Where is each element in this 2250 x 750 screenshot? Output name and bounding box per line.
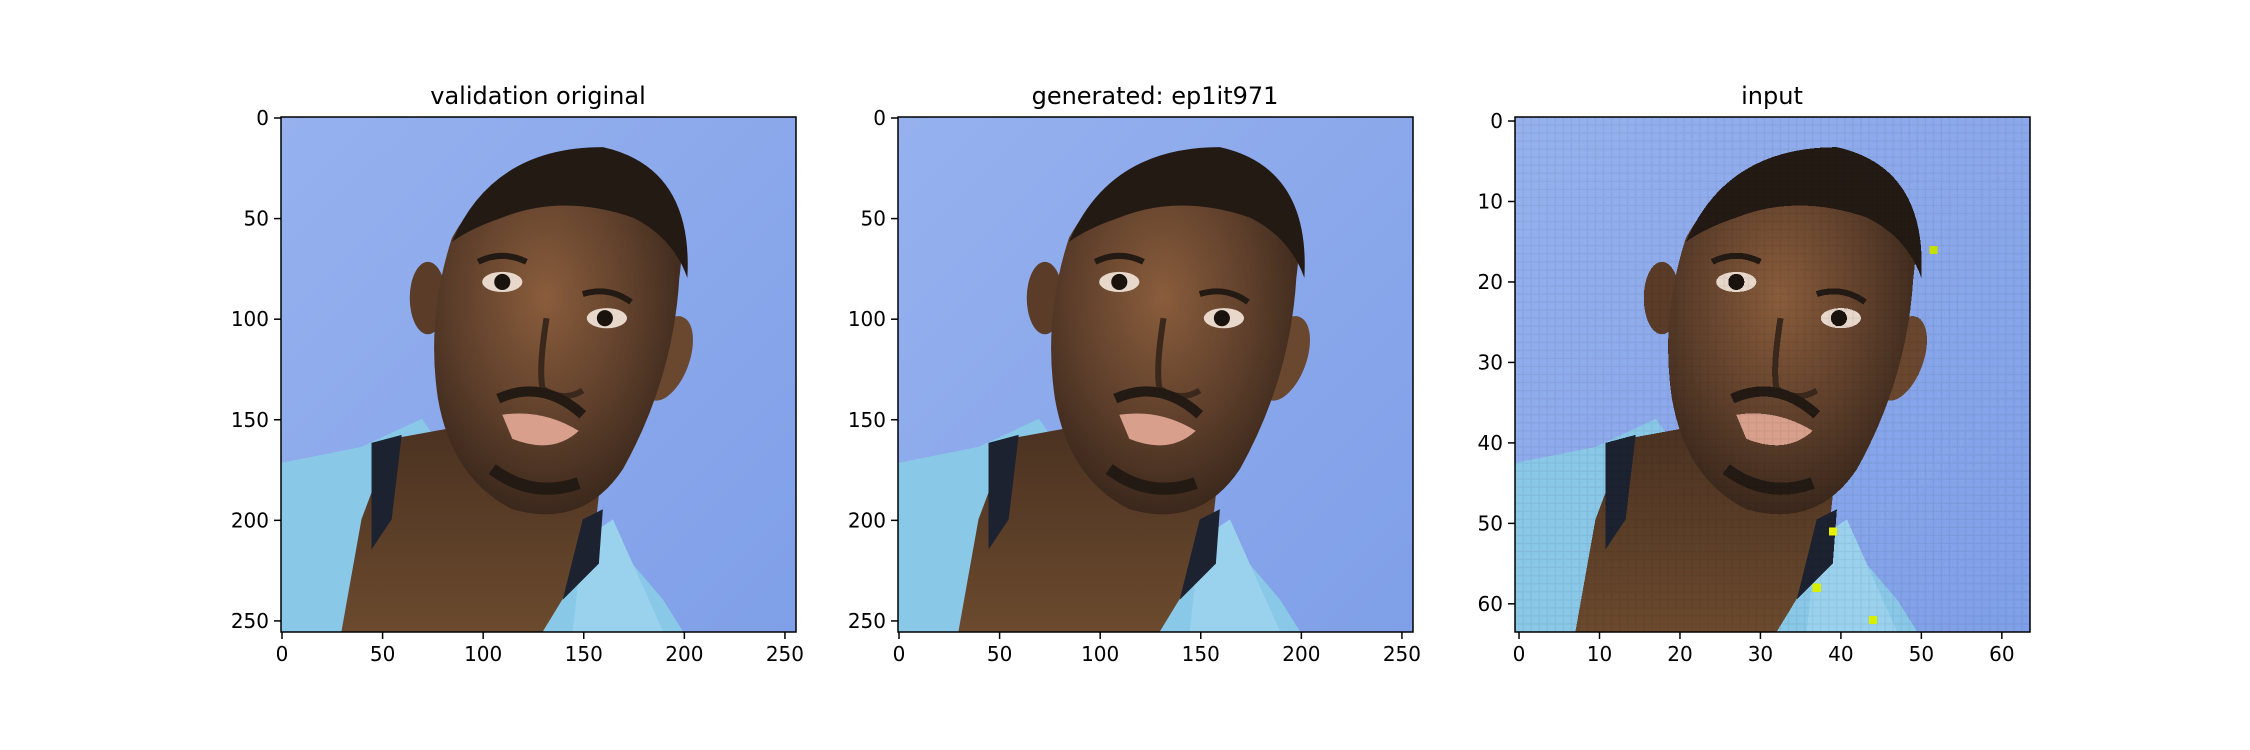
y-tick-label: 100 [848,307,886,331]
x-tick-label: 200 [665,642,703,666]
axis-ticks: 0 50 100 150 200 250 0 50 100 150 200 250 [231,106,804,666]
y-tick-label: 50 [861,207,886,231]
y-tick-label: 0 [1490,109,1503,133]
x-tick-label: 200 [1282,642,1320,666]
image-input [1515,117,2030,632]
image-validation-original [281,117,796,632]
y-tick-label: 60 [1478,592,1503,616]
axis-ticks: 0 50 100 150 200 250 0 50 100 150 200 250 [848,106,1421,666]
x-tick-label: 40 [1828,642,1853,666]
x-tick-label: 250 [1383,642,1421,666]
x-tick-label: 0 [893,642,906,666]
x-tick-label: 150 [565,642,603,666]
y-tick-label: 0 [873,106,886,130]
y-tick-label: 150 [231,408,269,432]
axes-frame [1514,116,2031,633]
y-tick-label: 200 [848,508,886,532]
y-tick-label: 100 [231,307,269,331]
axis-ticks: 0 10 20 30 40 50 60 0 10 20 30 40 50 60 [1478,109,2015,666]
panel-title: generated: ep1it971 [1032,82,1279,110]
x-tick-label: 50 [1909,642,1934,666]
x-tick-label: 150 [1182,642,1220,666]
x-tick-label: 250 [766,642,804,666]
x-tick-label: 60 [1989,642,2014,666]
panel-title: input [1741,82,1803,110]
panel-validation-original: validation original 0 50 100 150 200 250 0 50 10… [231,82,804,666]
panel-generated: generated: ep1it971 0 50 100 150 200 250 0 50 10… [848,82,1421,666]
x-tick-label: 0 [1513,642,1526,666]
x-tick-label: 50 [987,642,1012,666]
axes-frame [280,116,797,633]
y-tick-label: 20 [1478,270,1503,294]
y-tick-label: 50 [244,207,269,231]
y-tick-label: 40 [1478,431,1503,455]
panel-title: validation original [430,82,646,110]
y-tick-label: 50 [1478,511,1503,535]
y-tick-label: 10 [1478,189,1503,213]
y-tick-label: 250 [848,609,886,633]
x-tick-label: 30 [1748,642,1773,666]
x-tick-label: 50 [370,642,395,666]
x-tick-label: 10 [1587,642,1612,666]
y-tick-label: 150 [848,408,886,432]
x-tick-label: 20 [1667,642,1692,666]
y-tick-label: 30 [1478,350,1503,374]
axes-frame [897,116,1414,633]
y-tick-label: 250 [231,609,269,633]
x-tick-label: 100 [1081,642,1119,666]
x-tick-label: 100 [464,642,502,666]
panel-input: input 0 10 20 30 40 50 60 0 10 20 30 40 50 60 [1478,82,2031,666]
image-generated [898,117,1413,632]
y-tick-label: 0 [256,106,269,130]
y-tick-label: 200 [231,508,269,532]
x-tick-label: 0 [276,642,289,666]
